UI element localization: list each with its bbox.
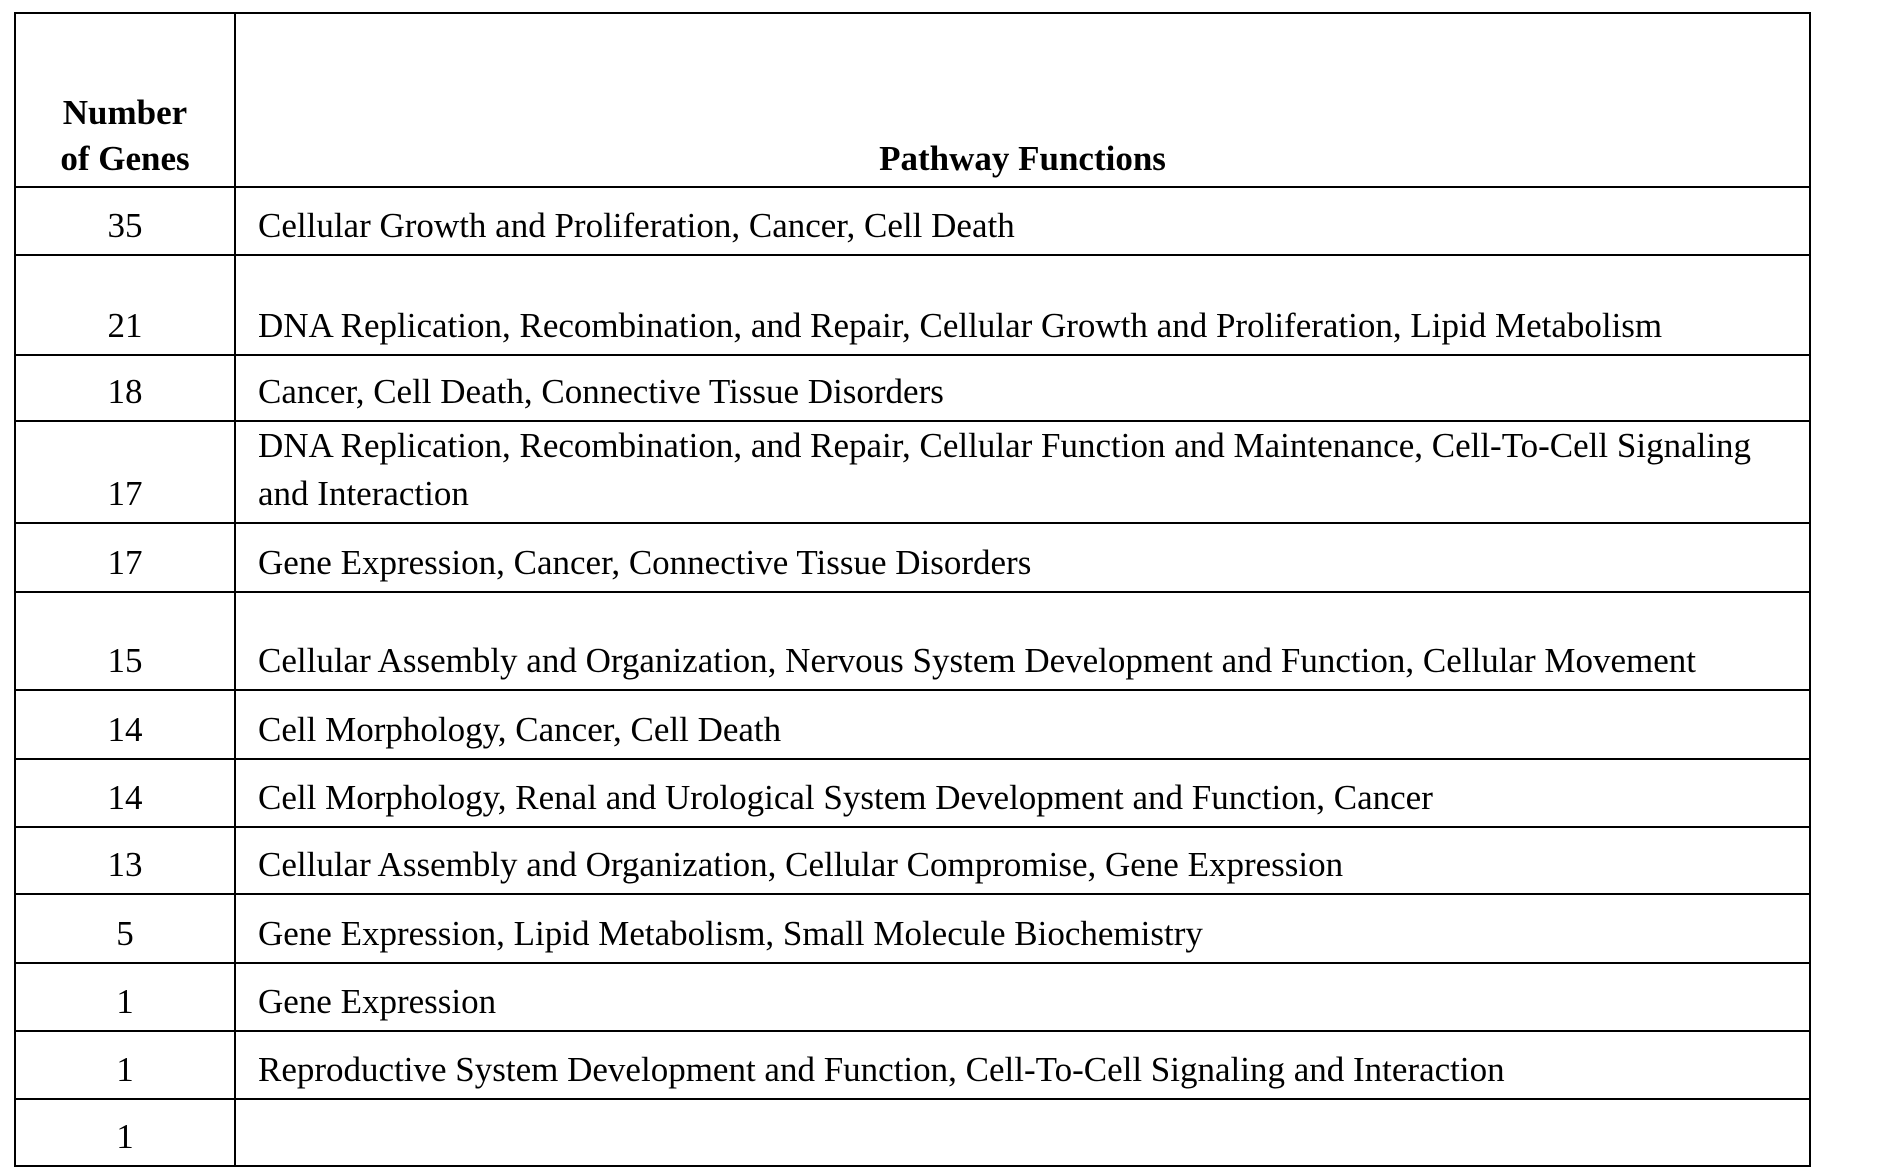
table-row: 14Cell Morphology, Renal and Urological … [15,759,1810,827]
pathway-functions-cell: Reproductive System Development and Func… [235,1031,1810,1099]
gene-count-cell: 1 [15,963,235,1031]
pathway-functions-cell: Cell Morphology, Renal and Urological Sy… [235,759,1810,827]
pathway-functions-cell [235,1099,1810,1166]
table-row: 17Gene Expression, Cancer, Connective Ti… [15,523,1810,592]
pathway-table: Numberof Genes Pathway Functions 35Cellu… [14,12,1811,1167]
pathway-functions-cell: Cellular Growth and Proliferation, Cance… [235,187,1810,255]
gene-count-cell: 14 [15,759,235,827]
pathway-functions-cell: Gene Expression [235,963,1810,1031]
table-row: 21DNA Replication, Recombination, and Re… [15,255,1810,355]
gene-count-cell: 17 [15,421,235,523]
pathway-functions-cell: Gene Expression, Lipid Metabolism, Small… [235,894,1810,963]
table-row: 13Cellular Assembly and Organization, Ce… [15,827,1810,894]
table-row: 1Gene Expression [15,963,1810,1031]
pathway-functions-cell: Gene Expression, Cancer, Connective Tiss… [235,523,1810,592]
gene-count-cell: 35 [15,187,235,255]
table-row: 5Gene Expression, Lipid Metabolism, Smal… [15,894,1810,963]
gene-count-cell: 5 [15,894,235,963]
header-line-2: of Genes [60,139,189,178]
pathway-functions-cell: Cellular Assembly and Organization, Cell… [235,827,1810,894]
pathway-functions-cell: DNA Replication, Recombination, and Repa… [235,421,1810,523]
table-row: 35Cellular Growth and Proliferation, Can… [15,187,1810,255]
table-row: 18Cancer, Cell Death, Connective Tissue … [15,355,1810,421]
pathway-functions-cell: DNA Replication, Recombination, and Repa… [235,255,1810,355]
gene-count-cell: 18 [15,355,235,421]
header-row: Number of Genes Pathway Functions [15,13,1810,187]
pathway-functions-cell: Cell Morphology, Cancer, Cell Death [235,690,1810,759]
table-row: 1 [15,1099,1810,1166]
pathway-functions-cell: Cancer, Cell Death, Connective Tissue Di… [235,355,1810,421]
header-line-1: Number [63,93,187,132]
gene-count-cell: 13 [15,827,235,894]
table-row: 15Cellular Assembly and Organization, Ne… [15,592,1810,690]
gene-count-cell: 21 [15,255,235,355]
gene-count-cell: 17 [15,523,235,592]
header-pathway-functions: Pathway Functions [235,13,1810,187]
gene-count-cell: 15 [15,592,235,690]
gene-count-cell: 1 [15,1099,235,1166]
table-row: 1Reproductive System Development and Fun… [15,1031,1810,1099]
table-row: 17DNA Replication, Recombination, and Re… [15,421,1810,523]
gene-count-cell: 14 [15,690,235,759]
gene-count-cell: 1 [15,1031,235,1099]
table-row: 14Cell Morphology, Cancer, Cell Death [15,690,1810,759]
header-number-of-genes: Number of Genes [15,13,235,187]
pathway-functions-cell: Cellular Assembly and Organization, Nerv… [235,592,1810,690]
